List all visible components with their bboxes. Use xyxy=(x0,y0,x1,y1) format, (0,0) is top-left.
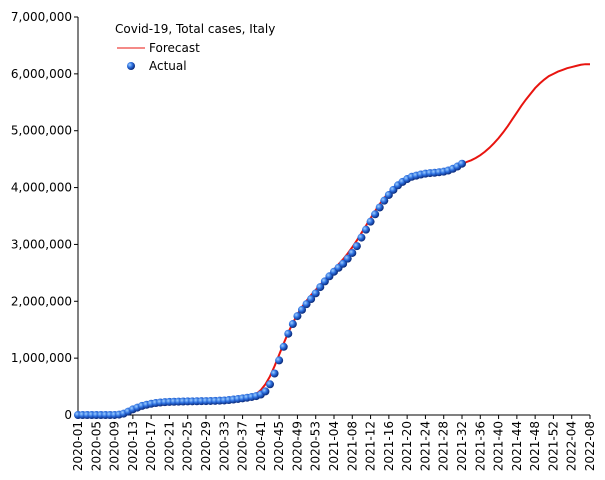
actual-point xyxy=(266,380,274,389)
x-tick-label: 2021-40 xyxy=(492,421,506,471)
x-tick-label: 2020-21 xyxy=(162,421,176,471)
y-tick-label: 0 xyxy=(64,408,72,422)
x-tick-label: 2021-44 xyxy=(510,421,524,471)
actual-point xyxy=(458,159,466,168)
x-tick-label: 2020-41 xyxy=(254,421,268,471)
x-tick-label: 2020-13 xyxy=(126,421,140,471)
actual-point xyxy=(357,233,366,242)
x-tick-label: 2021-12 xyxy=(364,421,378,471)
x-tick-label: 2020-45 xyxy=(272,421,286,471)
actual-point xyxy=(380,196,389,205)
y-tick-label: 6,000,000 xyxy=(11,67,72,81)
actual-point xyxy=(339,259,348,268)
x-tick-label: 2020-17 xyxy=(144,421,158,471)
y-tick-label: 3,000,000 xyxy=(11,237,72,251)
x-tick-label: 2020-29 xyxy=(199,421,213,471)
y-tick-label: 7,000,000 xyxy=(11,10,72,24)
x-tick-label: 2021-36 xyxy=(473,421,487,471)
actual-point xyxy=(311,289,320,298)
actual-point xyxy=(366,217,375,226)
x-tick-label: 2020-05 xyxy=(89,421,103,471)
actual-point xyxy=(293,312,302,321)
x-tick-label: 2020-09 xyxy=(108,421,122,471)
x-tick-label: 2021-20 xyxy=(400,421,414,471)
x-tick-label: 2020-33 xyxy=(217,421,231,471)
actual-point xyxy=(343,254,352,263)
actual-point xyxy=(384,190,393,199)
x-tick-label: 2021-16 xyxy=(382,421,396,471)
x-tick-label: 2021-28 xyxy=(437,421,451,471)
actual-point xyxy=(261,387,270,396)
chart-title: Covid-19, Total cases, Italy xyxy=(115,22,275,36)
y-tick-label: 2,000,000 xyxy=(11,294,72,308)
x-tick-label: 2022-08 xyxy=(583,421,597,471)
legend-label: Forecast xyxy=(149,41,200,55)
actual-point xyxy=(270,369,279,378)
y-tick-label: 5,000,000 xyxy=(11,124,72,138)
y-tick-label: 4,000,000 xyxy=(11,181,72,195)
legend-label: Actual xyxy=(149,59,187,73)
x-tick-label: 2021-24 xyxy=(418,421,432,471)
forecast-line xyxy=(78,63,590,416)
actual-point xyxy=(371,210,380,219)
actual-point xyxy=(275,356,284,365)
actual-point xyxy=(348,248,357,257)
x-tick-label: 2021-32 xyxy=(455,421,469,471)
x-tick-label: 2020-49 xyxy=(290,421,304,471)
actual-point xyxy=(288,320,297,329)
actual-point xyxy=(375,203,384,212)
actual-point xyxy=(307,295,316,304)
y-tick-label: 1,000,000 xyxy=(11,351,72,365)
x-tick-label: 2020-53 xyxy=(309,421,323,471)
actual-point xyxy=(362,225,370,234)
actual-point xyxy=(302,300,311,309)
actual-point xyxy=(352,242,361,251)
actual-point xyxy=(298,305,306,314)
actual-point xyxy=(279,342,288,351)
x-tick-label: 2021-08 xyxy=(345,421,359,471)
x-tick-label: 2021-04 xyxy=(327,421,341,471)
x-tick-label: 2021-48 xyxy=(528,421,542,471)
x-tick-label: 2020-37 xyxy=(236,421,250,471)
x-tick-label: 2022-04 xyxy=(565,421,579,471)
actual-point xyxy=(284,329,293,338)
actual-point xyxy=(316,283,325,292)
x-tick-label: 2020-25 xyxy=(181,421,195,471)
x-tick-label: 2021-52 xyxy=(546,421,560,471)
x-tick-label: 2020-01 xyxy=(71,421,85,471)
legend-marker xyxy=(127,62,135,70)
actual-point xyxy=(320,277,329,286)
